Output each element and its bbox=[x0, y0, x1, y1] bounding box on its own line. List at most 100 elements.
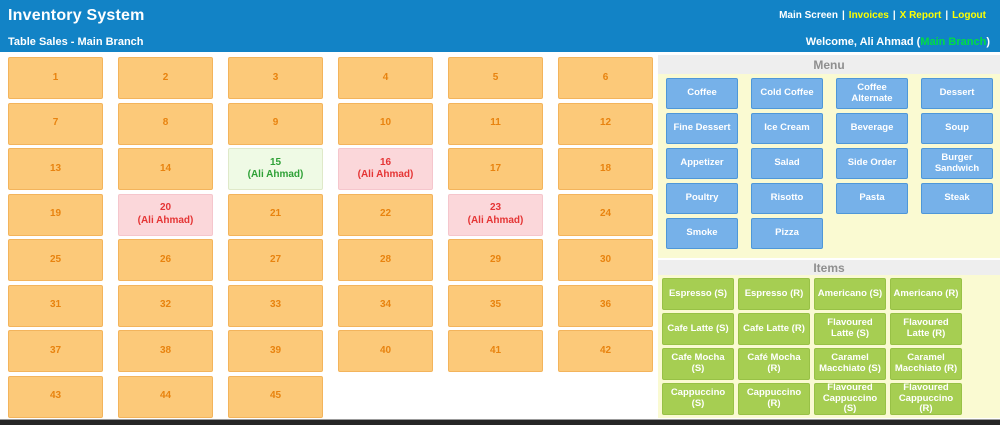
menu-category-button[interactable]: Poultry bbox=[666, 183, 738, 214]
menu-category-button[interactable]: Coffee Alternate bbox=[836, 78, 908, 109]
table-cell[interactable]: 8 bbox=[118, 102, 213, 145]
item-button[interactable]: Espresso (S) bbox=[662, 278, 734, 310]
menu-category-button[interactable]: Steak bbox=[921, 183, 993, 214]
table-number: 28 bbox=[379, 253, 392, 265]
table-cell[interactable]: 33 bbox=[228, 284, 323, 327]
item-button[interactable]: Cappuccino (R) bbox=[738, 383, 810, 415]
table-cell[interactable]: 23 (Ali Ahmad) bbox=[448, 193, 543, 236]
menu-category-button[interactable]: Appetizer bbox=[666, 148, 738, 179]
table-cell[interactable]: 37 bbox=[8, 330, 103, 372]
table-cell[interactable]: 31 bbox=[8, 284, 103, 327]
menu-category-button[interactable]: Fine Dessert bbox=[666, 113, 738, 144]
menu-section-title: Menu bbox=[658, 55, 1000, 74]
table-cell[interactable]: 34 bbox=[338, 284, 433, 327]
table-number: 17 bbox=[489, 162, 502, 174]
table-cell[interactable]: 40 bbox=[338, 330, 433, 372]
item-button[interactable]: Americano (R) bbox=[890, 278, 962, 310]
nav-link-label[interactable]: Invoices bbox=[848, 10, 889, 21]
table-cell[interactable]: 25 bbox=[8, 239, 103, 281]
items-section-title: Items bbox=[658, 260, 1000, 275]
table-cell[interactable]: 28 bbox=[338, 239, 433, 281]
item-button[interactable]: Flavoured Cappuccino (S) bbox=[814, 382, 886, 415]
table-cell[interactable]: 41 bbox=[448, 330, 543, 372]
table-cell[interactable]: 44 bbox=[118, 375, 213, 418]
table-cell[interactable]: 35 bbox=[448, 284, 543, 327]
table-cell[interactable]: 6 bbox=[558, 57, 653, 99]
menu-category-button[interactable]: Smoke bbox=[666, 218, 738, 249]
menu-category-button[interactable]: Soup bbox=[921, 113, 993, 144]
menu-category-button[interactable]: Pasta bbox=[836, 183, 908, 214]
item-button[interactable]: Caramel Macchiato (S) bbox=[814, 348, 886, 380]
table-cell[interactable]: 22 bbox=[338, 193, 433, 236]
item-button[interactable]: Flavoured Latte (S) bbox=[814, 313, 886, 345]
table-cell[interactable]: 20 (Ali Ahmad) bbox=[118, 193, 213, 236]
table-cell[interactable]: 10 bbox=[338, 102, 433, 145]
nav-link[interactable]: X Report | bbox=[900, 10, 948, 21]
item-button[interactable]: Cappuccino (S) bbox=[662, 383, 734, 415]
menu-category-button[interactable]: Beverage bbox=[836, 113, 908, 144]
table-cell[interactable]: 38 bbox=[118, 330, 213, 372]
nav-link-label[interactable]: X Report bbox=[899, 10, 942, 21]
menu-category-button[interactable]: Coffee bbox=[666, 78, 738, 109]
item-button[interactable]: Café Mocha (R) bbox=[738, 348, 810, 380]
table-number: 18 bbox=[599, 162, 612, 174]
table-cell[interactable]: 12 bbox=[558, 102, 653, 145]
table-cell[interactable]: 11 bbox=[448, 102, 543, 145]
table-cell[interactable]: 27 bbox=[228, 239, 323, 281]
table-cell[interactable]: 21 bbox=[228, 193, 323, 236]
menu-category-button[interactable]: Salad bbox=[751, 148, 823, 179]
nav-link-label[interactable]: Logout bbox=[952, 10, 986, 21]
table-occupant: (Ali Ahmad) bbox=[137, 214, 194, 226]
table-cell[interactable]: 45 bbox=[228, 375, 323, 418]
table-cell[interactable]: 9 bbox=[228, 102, 323, 145]
table-number: 34 bbox=[379, 299, 392, 311]
table-number: 15 bbox=[269, 156, 282, 168]
table-cell[interactable]: 29 bbox=[448, 239, 543, 281]
welcome-suffix: ) bbox=[986, 35, 990, 48]
item-button[interactable]: Americano (S) bbox=[814, 278, 886, 310]
menu-category-button[interactable]: Pizza bbox=[751, 218, 823, 249]
item-button[interactable]: Cafe Mocha (S) bbox=[662, 348, 734, 380]
table-cell[interactable]: 1 bbox=[8, 57, 103, 99]
table-cell[interactable]: 3 bbox=[228, 57, 323, 99]
table-cell[interactable]: 14 bbox=[118, 148, 213, 190]
nav-link[interactable]: Invoices | bbox=[849, 10, 896, 21]
branch-name: Main Branch bbox=[920, 35, 987, 48]
nav-link[interactable]: Logout bbox=[952, 10, 990, 21]
item-button[interactable]: Cafe Latte (R) bbox=[738, 313, 810, 345]
item-button[interactable]: Flavoured Latte (R) bbox=[890, 313, 962, 345]
table-cell[interactable]: 15 (Ali Ahmad) bbox=[228, 148, 323, 190]
table-cell[interactable]: 5 bbox=[448, 57, 543, 99]
table-cell[interactable]: 7 bbox=[8, 102, 103, 145]
menu-category-button[interactable]: Burger Sandwich bbox=[921, 148, 993, 179]
footer-bar bbox=[0, 419, 1000, 425]
item-button[interactable]: Caramel Macchiato (R) bbox=[890, 348, 962, 380]
menu-category-button[interactable]: Cold Coffee bbox=[751, 78, 823, 109]
table-cell[interactable]: 18 bbox=[558, 148, 653, 190]
table-cell[interactable]: 32 bbox=[118, 284, 213, 327]
menu-category-button[interactable]: Side Order bbox=[836, 148, 908, 179]
table-cell[interactable]: 26 bbox=[118, 239, 213, 281]
table-cell[interactable]: 16 (Ali Ahmad) bbox=[338, 148, 433, 190]
table-cell[interactable]: 30 bbox=[558, 239, 653, 281]
item-button[interactable]: Flavoured Cappuccino (R) bbox=[890, 382, 962, 415]
table-number: 20 bbox=[159, 202, 172, 213]
table-cell[interactable]: 19 bbox=[8, 193, 103, 236]
table-cell[interactable]: 39 bbox=[228, 330, 323, 372]
table-cell[interactable]: 42 bbox=[558, 330, 653, 372]
table-cell[interactable]: 43 bbox=[8, 375, 103, 418]
menu-category-button[interactable]: Ice Cream bbox=[751, 113, 823, 144]
menu-category-button[interactable]: Risotto bbox=[751, 183, 823, 214]
item-button[interactable]: Cafe Latte (S) bbox=[662, 313, 734, 345]
nav-link-label[interactable]: Main Screen bbox=[779, 10, 838, 21]
table-cell[interactable]: 17 bbox=[448, 148, 543, 190]
table-cell[interactable]: 13 bbox=[8, 148, 103, 190]
item-button[interactable]: Espresso (R) bbox=[738, 278, 810, 310]
table-number: 29 bbox=[489, 253, 502, 265]
menu-category-button[interactable]: Dessert bbox=[921, 78, 993, 109]
table-cell[interactable]: 4 bbox=[338, 57, 433, 99]
table-cell[interactable]: 36 bbox=[558, 284, 653, 327]
table-cell[interactable]: 24 bbox=[558, 193, 653, 236]
table-cell[interactable]: 2 bbox=[118, 57, 213, 99]
nav-link[interactable]: Main Screen | bbox=[779, 10, 845, 21]
